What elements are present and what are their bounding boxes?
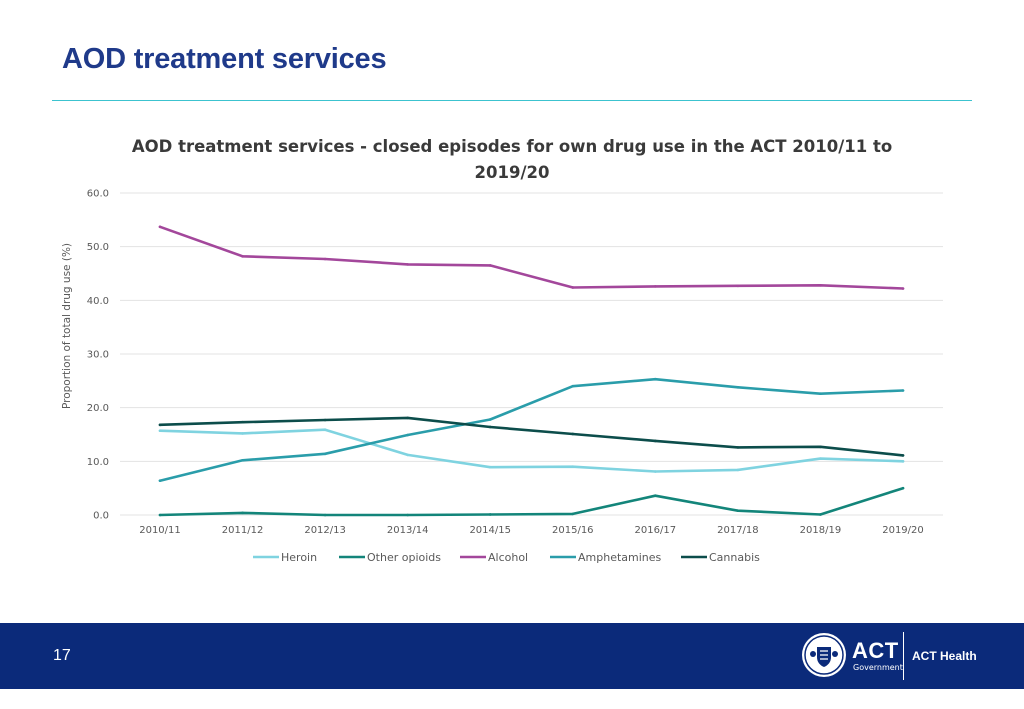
x-tick-label: 2011/12 [222, 525, 264, 536]
data-point-alcohol [323, 257, 327, 261]
data-point-heroin [736, 468, 740, 472]
data-point-other-opioids [406, 513, 409, 517]
data-point-cannabis [158, 423, 162, 427]
data-point-heroin [158, 429, 162, 433]
data-point-alcohol [736, 284, 740, 288]
data-point-other-opioids [819, 513, 822, 516]
page-title: AOD treatment services [62, 43, 387, 75]
data-point-heroin [406, 453, 409, 457]
data-point-cannabis [571, 432, 575, 436]
line-chart: AOD treatment services - closed episodes… [61, 137, 943, 564]
title-divider [52, 100, 972, 101]
data-point-amphetamines [158, 479, 162, 482]
x-tick-label: 2019/20 [882, 525, 924, 536]
page-number: 17 [53, 647, 71, 664]
data-point-alcohol [158, 225, 162, 229]
data-point-alcohol [241, 255, 244, 258]
legend-label-alcohol: Alcohol [488, 551, 528, 564]
data-point-cannabis [323, 418, 327, 422]
x-tick-label: 2018/19 [800, 525, 842, 536]
x-tick-label: 2014/15 [469, 525, 511, 536]
data-point-cannabis [406, 416, 409, 420]
legend-label-cannabis: Cannabis [709, 551, 760, 564]
series-line-cannabis [158, 416, 905, 457]
y-tick-label: 50.0 [87, 242, 109, 253]
data-point-amphetamines [406, 433, 409, 437]
data-point-heroin [488, 465, 492, 469]
data-point-amphetamines [323, 452, 327, 456]
chart-title-line: 2019/20 [475, 163, 550, 182]
y-tick-label: 60.0 [87, 189, 109, 200]
data-point-other-opioids [158, 513, 162, 517]
x-tick-label: 2012/13 [304, 525, 346, 536]
data-point-other-opioids [654, 494, 657, 497]
data-point-amphetamines [901, 389, 905, 392]
logo-divider [903, 632, 904, 680]
y-tick-label: 30.0 [87, 350, 109, 361]
data-point-amphetamines [819, 392, 822, 396]
y-axis-label: Proportion of total drug use (%) [61, 243, 73, 409]
x-tick-label: 2016/17 [635, 525, 677, 536]
data-point-other-opioids [901, 486, 905, 490]
data-point-alcohol [571, 286, 575, 289]
data-point-heroin [819, 457, 822, 460]
x-tick-label: 2013/14 [387, 525, 429, 536]
data-point-alcohol [406, 263, 409, 266]
footer-bar: 17 ACT Government ACT Health [0, 623, 1024, 689]
x-tick-label: 2017/18 [717, 525, 759, 536]
x-tick-label: 2015/16 [552, 525, 594, 536]
data-point-alcohol [819, 284, 822, 287]
government-logo-text: Government [853, 663, 903, 672]
legend-label-heroin: Heroin [281, 551, 317, 564]
data-point-other-opioids [571, 512, 575, 516]
data-point-heroin [323, 428, 327, 431]
data-point-amphetamines [488, 418, 492, 421]
data-point-amphetamines [571, 384, 575, 388]
chart-title-line: AOD treatment services - closed episodes… [132, 137, 892, 156]
data-point-other-opioids [488, 513, 492, 516]
data-point-other-opioids [241, 511, 244, 515]
data-point-amphetamines [654, 377, 657, 381]
data-point-heroin [901, 460, 905, 463]
data-point-cannabis [654, 439, 657, 443]
series-line-heroin [158, 428, 905, 473]
act-health-logo-text: ACT Health [912, 649, 977, 663]
data-point-alcohol [901, 287, 905, 290]
series-line-amphetamines [158, 377, 905, 483]
series-line-alcohol [158, 225, 905, 290]
data-point-heroin [571, 465, 575, 469]
legend-label-other-opioids: Other opioids [367, 551, 441, 564]
data-point-heroin [654, 470, 657, 473]
y-tick-label: 0.0 [93, 511, 109, 522]
data-point-amphetamines [241, 458, 244, 462]
y-tick-label: 20.0 [87, 403, 109, 414]
data-point-other-opioids [323, 513, 327, 517]
act-logo-text: ACT [852, 638, 899, 663]
data-point-cannabis [736, 446, 740, 449]
data-point-alcohol [654, 285, 657, 288]
series-line-other-opioids [158, 486, 905, 517]
legend-label-amphetamines: Amphetamines [578, 551, 662, 564]
data-point-heroin [241, 432, 244, 435]
y-tick-label: 10.0 [87, 457, 109, 468]
y-tick-label: 40.0 [87, 296, 109, 307]
data-point-cannabis [241, 420, 244, 424]
x-tick-label: 2010/11 [139, 525, 181, 536]
data-point-cannabis [819, 445, 822, 449]
act-government-logo: ACT Government ACT Health [802, 630, 1002, 682]
coat-of-arms-icon [802, 633, 846, 677]
data-point-alcohol [488, 264, 492, 267]
data-point-amphetamines [736, 385, 740, 389]
data-point-other-opioids [736, 509, 740, 513]
data-point-cannabis [488, 425, 492, 429]
data-point-cannabis [901, 454, 905, 457]
